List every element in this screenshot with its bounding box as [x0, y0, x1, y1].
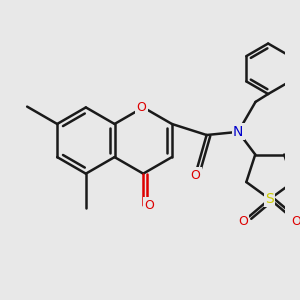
- Text: N: N: [233, 125, 243, 139]
- Text: S: S: [265, 192, 274, 206]
- Text: O: O: [292, 214, 300, 228]
- Text: O: O: [144, 199, 154, 212]
- Text: O: O: [190, 169, 200, 182]
- Text: O: O: [238, 214, 248, 228]
- Text: O: O: [137, 101, 147, 114]
